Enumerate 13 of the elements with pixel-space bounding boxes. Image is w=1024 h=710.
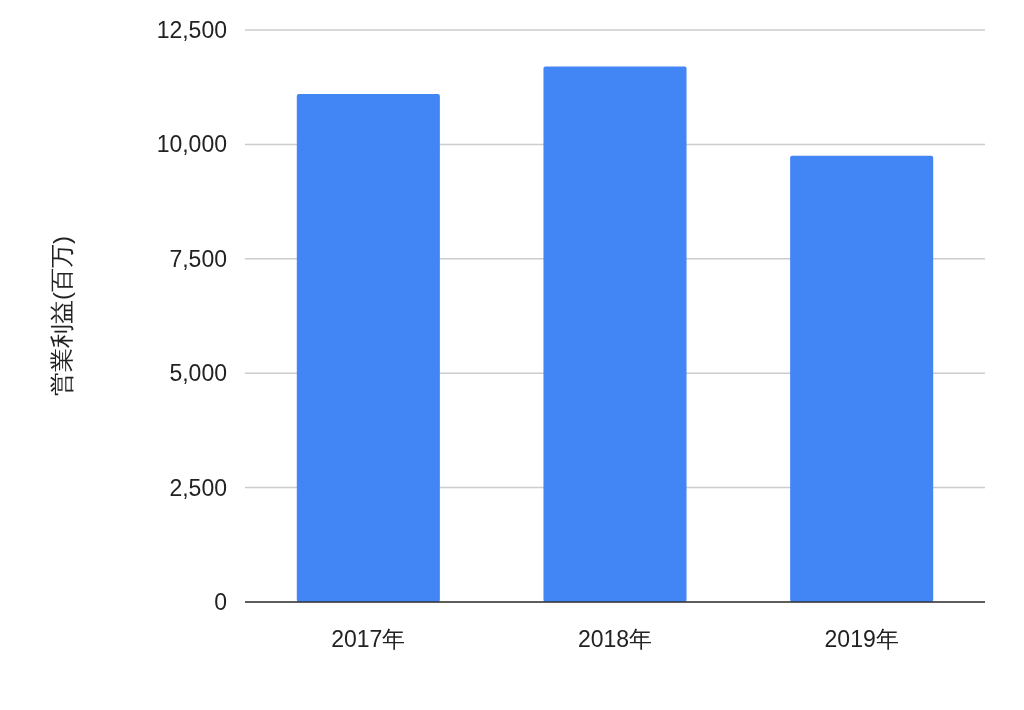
y-tick-label: 10,000 (156, 131, 227, 158)
x-tick-label: 2018年 (577, 626, 653, 652)
y-tick-label: 12,500 (156, 17, 227, 44)
bar (790, 155, 934, 602)
y-axis-title: 営業利益(百万) (48, 236, 75, 396)
x-tick-label: 2019年 (824, 626, 899, 652)
y-tick-label: 2,500 (169, 474, 227, 501)
bar (296, 94, 440, 602)
y-tick-label: 7,500 (169, 245, 227, 272)
y-tick-label: 0 (214, 589, 227, 616)
x-tick-label: 2017年 (331, 626, 406, 652)
y-tick-label: 5,000 (169, 360, 227, 387)
bar (543, 66, 687, 602)
